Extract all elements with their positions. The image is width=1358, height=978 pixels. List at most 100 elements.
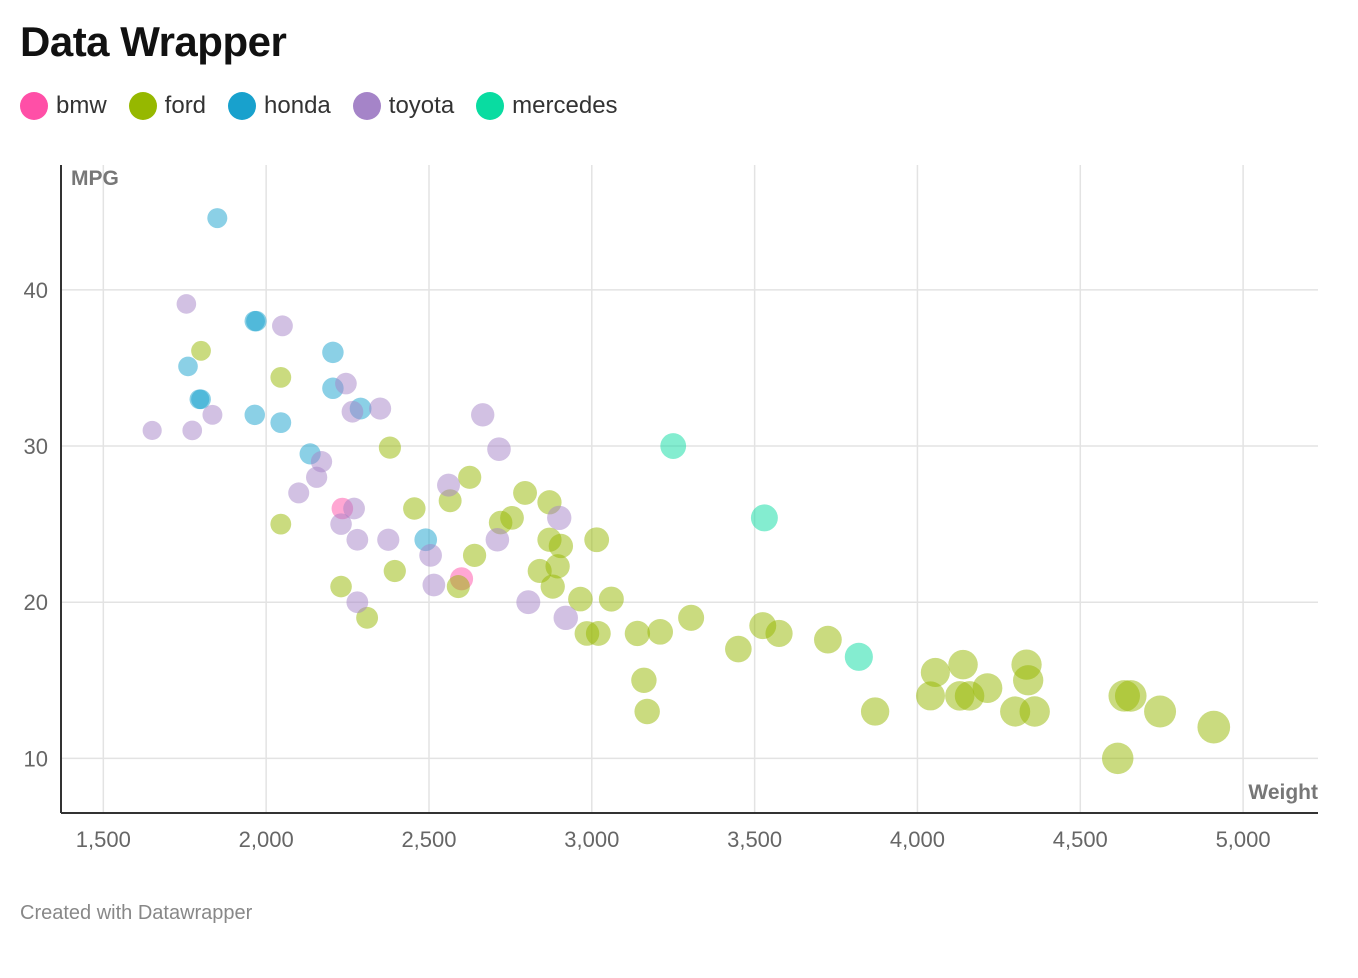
point-honda[interactable] [191, 389, 211, 410]
legend-item-toyota[interactable]: toyota [352, 92, 454, 120]
point-ford[interactable] [191, 340, 211, 361]
point-ford[interactable] [948, 649, 978, 680]
point-toyota[interactable] [516, 590, 541, 615]
point-ford[interactable] [545, 554, 570, 579]
point-ford[interactable] [585, 621, 611, 646]
point-toyota[interactable] [553, 605, 578, 631]
legend-swatch-mercedes [476, 92, 505, 120]
point-ford[interactable] [1102, 742, 1134, 775]
point-ford[interactable] [1013, 665, 1044, 696]
point-toyota[interactable] [288, 482, 310, 504]
legend-swatch-honda [228, 92, 257, 120]
legend-swatch-bmw [20, 92, 48, 120]
point-ford[interactable] [814, 625, 842, 654]
point-honda[interactable] [246, 310, 267, 332]
point-ford[interactable] [462, 543, 487, 567]
legend-label-mercedes: mercedes [512, 92, 618, 119]
point-toyota[interactable] [487, 437, 511, 461]
point-toyota[interactable] [142, 420, 162, 441]
point-ford[interactable] [378, 436, 401, 459]
legend-label-ford: ford [164, 92, 207, 119]
legend-swatch-toyota [352, 92, 381, 120]
point-ford[interactable] [1114, 680, 1147, 712]
axis-layer [60, 165, 1318, 814]
point-ford[interactable] [647, 619, 674, 645]
point-toyota[interactable] [335, 372, 357, 395]
point-toyota[interactable] [485, 527, 510, 552]
point-honda[interactable] [207, 208, 228, 229]
point-ford[interactable] [356, 606, 379, 629]
point-mercedes[interactable] [750, 504, 778, 532]
point-honda[interactable] [178, 356, 198, 377]
x-tick-label: 3,000 [564, 827, 619, 852]
x-tick-label: 2,500 [401, 827, 456, 852]
point-ford[interactable] [584, 527, 610, 553]
point-ford[interactable] [1197, 710, 1231, 744]
legend-item-ford[interactable]: ford [128, 92, 207, 120]
legend-item-honda[interactable]: honda [228, 92, 331, 120]
point-ford[interactable] [1144, 695, 1177, 728]
legend-item-mercedes[interactable]: mercedes [476, 92, 618, 120]
points-layer [142, 208, 1231, 775]
y-axis-label: MPG [71, 167, 119, 190]
point-ford[interactable] [568, 586, 593, 612]
point-ford[interactable] [860, 697, 890, 726]
legend-item-bmw[interactable]: bmw [20, 92, 107, 120]
point-toyota[interactable] [343, 497, 365, 520]
point-ford[interactable] [678, 604, 705, 631]
point-ford[interactable] [624, 620, 651, 647]
point-toyota[interactable] [369, 397, 392, 420]
point-toyota[interactable] [346, 528, 369, 551]
point-toyota[interactable] [437, 473, 460, 497]
point-toyota[interactable] [330, 513, 352, 535]
point-mercedes[interactable] [844, 642, 873, 671]
point-ford[interactable] [458, 465, 482, 489]
point-toyota[interactable] [422, 573, 446, 597]
x-tick-label: 2,000 [239, 827, 294, 852]
y-tick-label: 40 [24, 278, 48, 303]
point-toyota[interactable] [310, 451, 333, 473]
footer-credit: Created with Datawrapper [20, 902, 253, 924]
x-axis-label: Weight [1248, 781, 1318, 804]
y-tick-label: 30 [24, 434, 48, 459]
point-toyota[interactable] [182, 420, 203, 441]
point-ford[interactable] [598, 586, 624, 612]
point-mercedes[interactable] [660, 433, 687, 459]
point-honda[interactable] [322, 341, 344, 364]
point-ford[interactable] [548, 533, 574, 559]
point-ford[interactable] [270, 513, 292, 535]
point-ford[interactable] [972, 673, 1003, 703]
point-ford[interactable] [765, 619, 793, 648]
point-toyota[interactable] [346, 591, 369, 614]
point-ford[interactable] [725, 635, 752, 663]
point-toyota[interactable] [547, 505, 572, 531]
point-toyota[interactable] [419, 544, 442, 567]
point-ford[interactable] [270, 366, 292, 388]
point-honda[interactable] [244, 404, 265, 426]
label-layer: 1,500 2,000 2,500 3,000 3,500 4,000 4,500 5,000… [24, 167, 1318, 852]
point-toyota[interactable] [202, 404, 223, 425]
point-ford[interactable] [446, 575, 470, 599]
point-honda[interactable] [270, 412, 292, 434]
legend-label-bmw: bmw [56, 92, 107, 119]
point-toyota[interactable] [341, 400, 364, 423]
point-toyota[interactable] [377, 528, 400, 551]
point-ford[interactable] [920, 657, 950, 688]
x-tick-label: 3,500 [727, 827, 782, 852]
legend-label-honda: honda [264, 92, 331, 119]
point-ford[interactable] [634, 698, 660, 725]
point-ford[interactable] [500, 506, 524, 530]
point-toyota[interactable] [471, 403, 495, 427]
point-ford[interactable] [383, 559, 406, 583]
point-toyota[interactable] [176, 294, 197, 314]
grid-layer [61, 165, 1318, 813]
point-ford[interactable] [513, 480, 538, 505]
point-ford[interactable] [403, 497, 426, 520]
point-ford[interactable] [915, 681, 946, 711]
point-ford[interactable] [540, 574, 565, 599]
point-ford[interactable] [1019, 696, 1050, 727]
x-tick-label: 4,500 [1053, 827, 1108, 852]
point-ford[interactable] [631, 667, 657, 693]
point-ford[interactable] [330, 575, 352, 598]
point-toyota[interactable] [272, 315, 293, 337]
